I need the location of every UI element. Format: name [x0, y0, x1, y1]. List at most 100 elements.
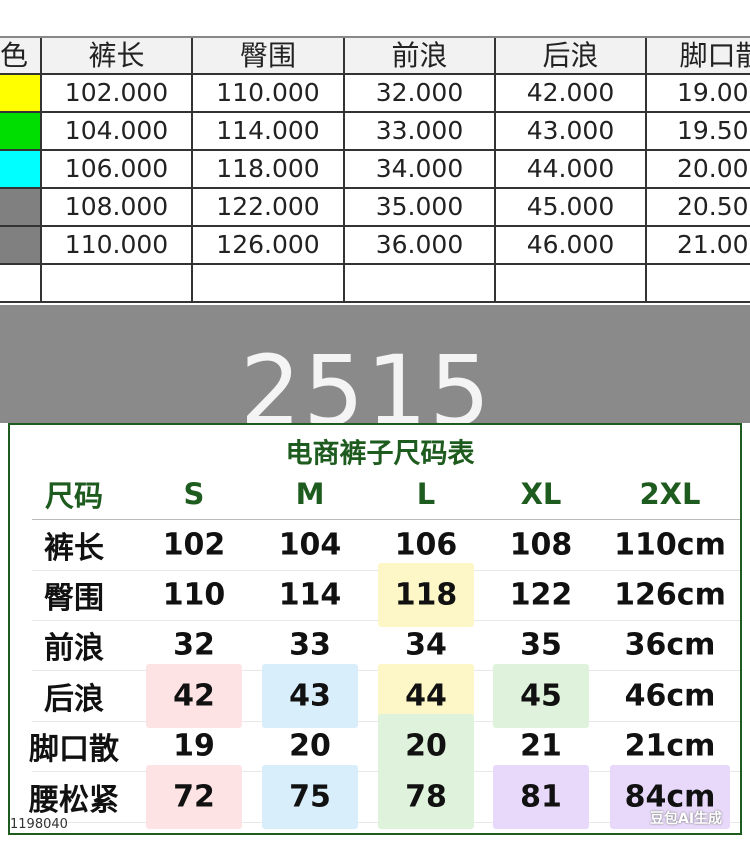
sheet-cell: 34.000 — [345, 151, 496, 189]
sheet-cell: 102.000 — [42, 75, 193, 113]
watermark: 2515 — [240, 335, 493, 423]
size-value: 110 — [162, 577, 226, 613]
sheet-cell: 45.000 — [496, 189, 647, 227]
sheet-cell: 118.000 — [193, 151, 345, 189]
sheet-cell: 33.000 — [345, 113, 496, 151]
sheet-cell: 21.000 — [647, 227, 750, 265]
highlight — [378, 765, 474, 829]
size-value: 126cm — [614, 577, 726, 613]
table-header: XL — [520, 477, 562, 511]
gray-band: 2515 — [0, 305, 750, 423]
size-value: 20 — [289, 728, 331, 764]
sheet-cell: 43.000 — [496, 113, 647, 151]
sheet-cell: 110.000 — [42, 227, 193, 265]
table-header: 2XL — [639, 477, 701, 511]
highlight — [493, 664, 589, 728]
sheet-cell: 32.000 — [345, 75, 496, 113]
sheet-cell: 44.000 — [496, 151, 647, 189]
credit: 豆包AI生成 — [650, 811, 723, 827]
table-title: 电商裤子尺码表 — [285, 438, 475, 470]
row-label: 臀围 — [44, 581, 104, 616]
sheet-cell: 20.500 — [647, 189, 750, 227]
table-header: M — [295, 477, 325, 511]
size-value: 72 — [173, 779, 215, 815]
image-id: 1198040 — [10, 817, 68, 832]
color-cell — [0, 75, 42, 113]
sheet-cell: 110.000 — [193, 75, 345, 113]
row-label: 前浪 — [44, 631, 104, 666]
size-value: 46cm — [624, 678, 716, 714]
highlight — [146, 765, 242, 829]
sheet-header: 裤长 — [42, 38, 193, 75]
row-label: 后浪 — [44, 682, 104, 717]
sheet-cell: 36.000 — [345, 227, 496, 265]
size-value: 33 — [289, 627, 331, 663]
sheet-cell: 46.000 — [496, 227, 647, 265]
size-table: 电商裤子尺码表尺码 S M L XL 2XL 裤长 102 104 106 108 110cm 臀围 11… — [8, 423, 742, 835]
row-label: 腰松紧 — [29, 783, 119, 818]
size-value: 102 — [162, 527, 226, 563]
size-value: 42 — [173, 678, 215, 714]
size-value: 75 — [289, 779, 331, 815]
sheet-cell: 104.000 — [42, 113, 193, 151]
table-header: S — [183, 477, 205, 511]
row-label: 裤长 — [44, 531, 104, 566]
sheet-cell: 35.000 — [345, 189, 496, 227]
sheet-cell: 42.000 — [496, 75, 647, 113]
sheet-header: 前浪 — [345, 38, 496, 75]
sheet-header: 臀围 — [193, 38, 345, 75]
sheet-cell: 106.000 — [42, 151, 193, 189]
size-value: 110cm — [614, 527, 726, 563]
sheet-header: 颜色 — [0, 38, 42, 75]
sheet-cell — [42, 265, 193, 303]
size-value: 20 — [405, 728, 447, 764]
color-cell — [0, 113, 42, 151]
spreadsheet: 颜色裤长臀围前浪后浪脚口散102.000110.00032.00042.0001… — [0, 38, 750, 305]
size-value: 35 — [520, 627, 562, 663]
row-label: 脚口散 — [29, 732, 119, 767]
sheet-cell: 20.000 — [647, 151, 750, 189]
sheet-header: 脚口散 — [647, 38, 750, 75]
highlight — [262, 765, 358, 829]
size-value: 44 — [405, 678, 447, 714]
highlight — [610, 765, 730, 829]
size-value: 32 — [173, 627, 215, 663]
sheet-cell: 19.000 — [647, 75, 750, 113]
size-value: 78 — [405, 779, 447, 815]
color-cell — [0, 151, 42, 189]
size-value: 106 — [394, 527, 458, 563]
table-header: L — [416, 477, 436, 511]
size-value: 81 — [520, 779, 562, 815]
highlight — [262, 664, 358, 728]
size-value: 43 — [289, 678, 331, 714]
size-value: 104 — [278, 527, 342, 563]
size-value: 122 — [509, 577, 573, 613]
sheet-cell: 126.000 — [193, 227, 345, 265]
table-header: 尺码 — [44, 479, 104, 513]
color-cell — [0, 189, 42, 227]
sheet-cell — [647, 265, 750, 303]
divider — [32, 519, 740, 520]
highlight — [493, 765, 589, 829]
sheet-cell — [345, 265, 496, 303]
size-value: 19 — [173, 728, 215, 764]
size-value: 34 — [405, 627, 447, 663]
size-value: 21 — [520, 728, 562, 764]
highlight — [378, 563, 474, 627]
sheet-cell — [193, 265, 345, 303]
sheet-header: 后浪 — [496, 38, 647, 75]
size-value: 21cm — [624, 728, 716, 764]
size-value: 45 — [520, 678, 562, 714]
highlight — [146, 664, 242, 728]
size-value: 84cm — [624, 779, 716, 815]
color-cell — [0, 265, 42, 303]
sheet-cell: 114.000 — [193, 113, 345, 151]
sheet-cell: 122.000 — [193, 189, 345, 227]
sheet-cell — [496, 265, 647, 303]
sheet-top — [0, 0, 750, 38]
size-value: 36cm — [624, 627, 716, 663]
sheet-cell: 108.000 — [42, 189, 193, 227]
color-cell — [0, 227, 42, 265]
size-value: 108 — [509, 527, 573, 563]
